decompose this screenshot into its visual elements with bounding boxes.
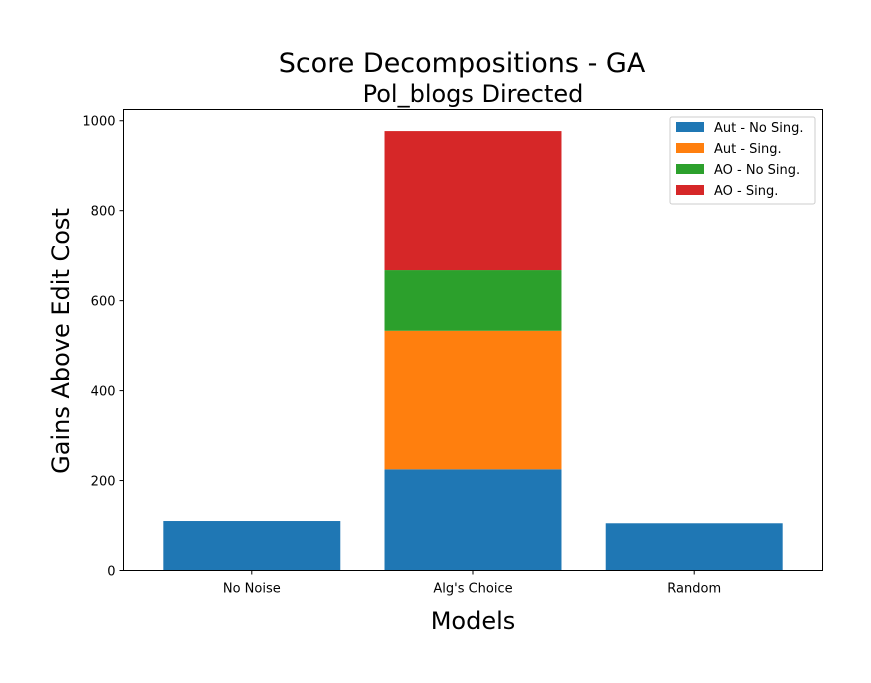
y-tick-label: 800 [91,205,116,220]
legend-label: AO - Sing. [714,184,778,199]
legend-label: Aut - No Sing. [714,121,803,136]
y-tick-label: 400 [91,385,116,400]
legend-swatch [676,122,704,132]
bar-2-series-3 [384,270,562,331]
legend-label: AO - No Sing. [714,163,800,178]
x-axis: No Noise Alg's Choice Random [223,570,721,597]
y-axis: 0 200 400 600 800 1000 [82,115,124,580]
y-tick-label: 600 [91,295,116,310]
chart-subtitle: Pol_blogs Directed [363,80,584,108]
chart-title: Score Decompositions - GA [279,48,646,79]
legend-swatch [676,143,704,153]
plot-frame [123,109,823,571]
y-axis-label: Gains Above Edit Cost [47,208,75,474]
y-tick-label: 200 [91,475,116,490]
legend-swatch [676,185,704,195]
y-tick-label: 0 [107,565,115,580]
bars-group [163,131,783,571]
x-axis-label: Models [431,607,516,635]
bar-1-series-1 [163,521,341,571]
x-tick-label: Random [667,582,721,597]
x-tick-label: Alg's Choice [433,582,512,597]
x-tick-label: No Noise [223,582,281,597]
legend-label: Aut - Sing. [714,142,782,157]
legend: Aut - No Sing. Aut - Sing. AO - No Sing. AO… [669,116,816,205]
legend-frame [669,116,816,205]
legend-entries: Aut - No Sing. Aut - Sing. AO - No Sing. AO… [676,121,803,199]
bar-2-series-1 [384,469,562,571]
bar-2-series-2 [384,330,562,470]
bar-3-series-1 [605,523,783,571]
legend-swatch [676,164,704,174]
y-tick-label: 1000 [82,115,115,130]
bar-2-series-4 [384,131,562,271]
